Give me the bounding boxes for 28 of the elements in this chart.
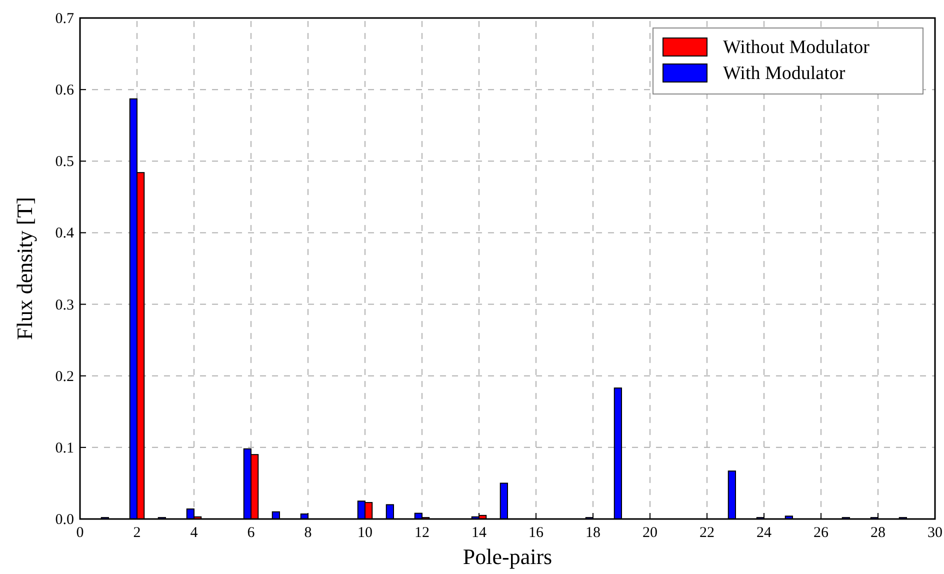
- y-tick-label: 0.5: [55, 154, 74, 170]
- x-tick-label: 6: [247, 525, 256, 541]
- y-tick-label: 0.3: [55, 297, 74, 314]
- x-tick-label: 30: [928, 525, 942, 541]
- legend-label: Without Modulator: [723, 37, 870, 58]
- y-tick-label: 0.6: [55, 82, 74, 99]
- y-tick-label: 0.1: [55, 440, 74, 456]
- x-tick-label: 24: [756, 525, 772, 541]
- x-tick-label: 4: [190, 525, 198, 541]
- x-tick-label: 0: [76, 525, 84, 541]
- y-tick-label: 0.4: [55, 226, 74, 242]
- x-tick-label: 20: [642, 525, 658, 541]
- x-tick-label: 28: [870, 525, 886, 541]
- x-axis-title: Pole-pairs: [462, 544, 552, 569]
- x-tick-label: 26: [814, 525, 829, 541]
- x-tick-label: 12: [414, 525, 430, 541]
- x-tick-label: 8: [304, 525, 312, 541]
- y-tick-label: 0.0: [55, 512, 74, 528]
- y-tick-label: 0.7: [55, 11, 74, 27]
- legend-label: With Modulator: [723, 63, 846, 84]
- x-tick-label: 18: [586, 525, 600, 541]
- y-axis-title: Flux density [T]: [12, 197, 37, 340]
- x-tick-label: 22: [700, 525, 714, 541]
- x-tick-label: 2: [133, 525, 141, 541]
- x-tick-label: 14: [472, 525, 487, 541]
- x-tick-label: 16: [528, 525, 544, 541]
- y-tick-label: 0.2: [55, 368, 74, 385]
- x-tick-label: 10: [358, 525, 372, 541]
